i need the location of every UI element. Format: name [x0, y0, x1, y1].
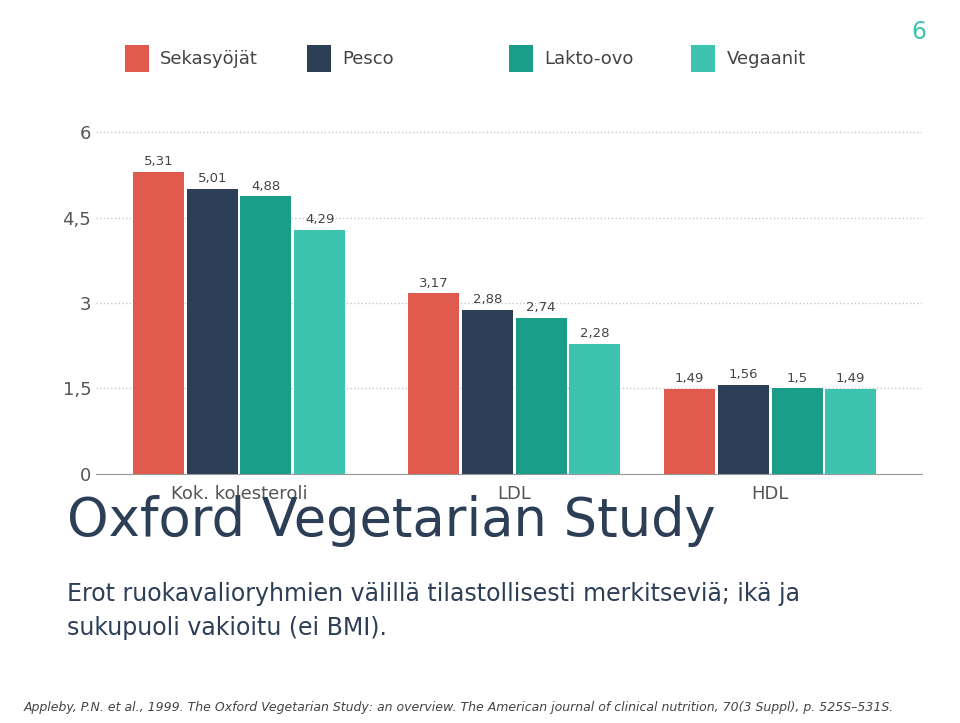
Bar — [240, 196, 292, 474]
Bar — [408, 294, 459, 474]
Bar — [664, 389, 715, 474]
Text: 5,01: 5,01 — [198, 172, 227, 185]
Bar — [772, 388, 823, 474]
Text: 2,74: 2,74 — [526, 301, 556, 315]
Text: Appleby, P.N. et al., 1999. The Oxford Vegetarian Study: an overview. The Americ: Appleby, P.N. et al., 1999. The Oxford V… — [24, 701, 895, 714]
Bar — [294, 229, 345, 474]
Text: 3,17: 3,17 — [419, 277, 448, 290]
Bar — [133, 171, 184, 474]
Text: Vegaanit: Vegaanit — [727, 51, 806, 68]
Text: Lakto-ovo: Lakto-ovo — [544, 51, 634, 68]
Text: Sekasyöjät: Sekasyöjät — [160, 51, 258, 68]
Bar — [718, 385, 769, 474]
Bar — [516, 317, 566, 474]
Bar — [187, 189, 238, 474]
Text: 5,31: 5,31 — [144, 155, 174, 168]
Bar — [462, 309, 513, 474]
Text: 2,88: 2,88 — [472, 294, 502, 307]
Text: 1,56: 1,56 — [729, 369, 758, 382]
Text: Oxford Vegetarian Study: Oxford Vegetarian Study — [67, 495, 716, 547]
Bar — [569, 344, 620, 474]
Text: 4,88: 4,88 — [252, 179, 280, 192]
Text: 4,29: 4,29 — [305, 213, 334, 226]
Text: 6: 6 — [911, 20, 926, 44]
Text: 1,49: 1,49 — [675, 372, 705, 385]
Bar — [826, 389, 876, 474]
Text: 1,5: 1,5 — [786, 372, 807, 385]
Text: 1,49: 1,49 — [836, 372, 865, 385]
Text: Erot ruokavalioryhmien välillä tilastollisesti merkitseviä; ikä ja
sukupuoli vak: Erot ruokavalioryhmien välillä tilastoll… — [67, 582, 801, 640]
Text: 2,28: 2,28 — [580, 328, 610, 341]
Text: Pesco: Pesco — [343, 51, 395, 68]
